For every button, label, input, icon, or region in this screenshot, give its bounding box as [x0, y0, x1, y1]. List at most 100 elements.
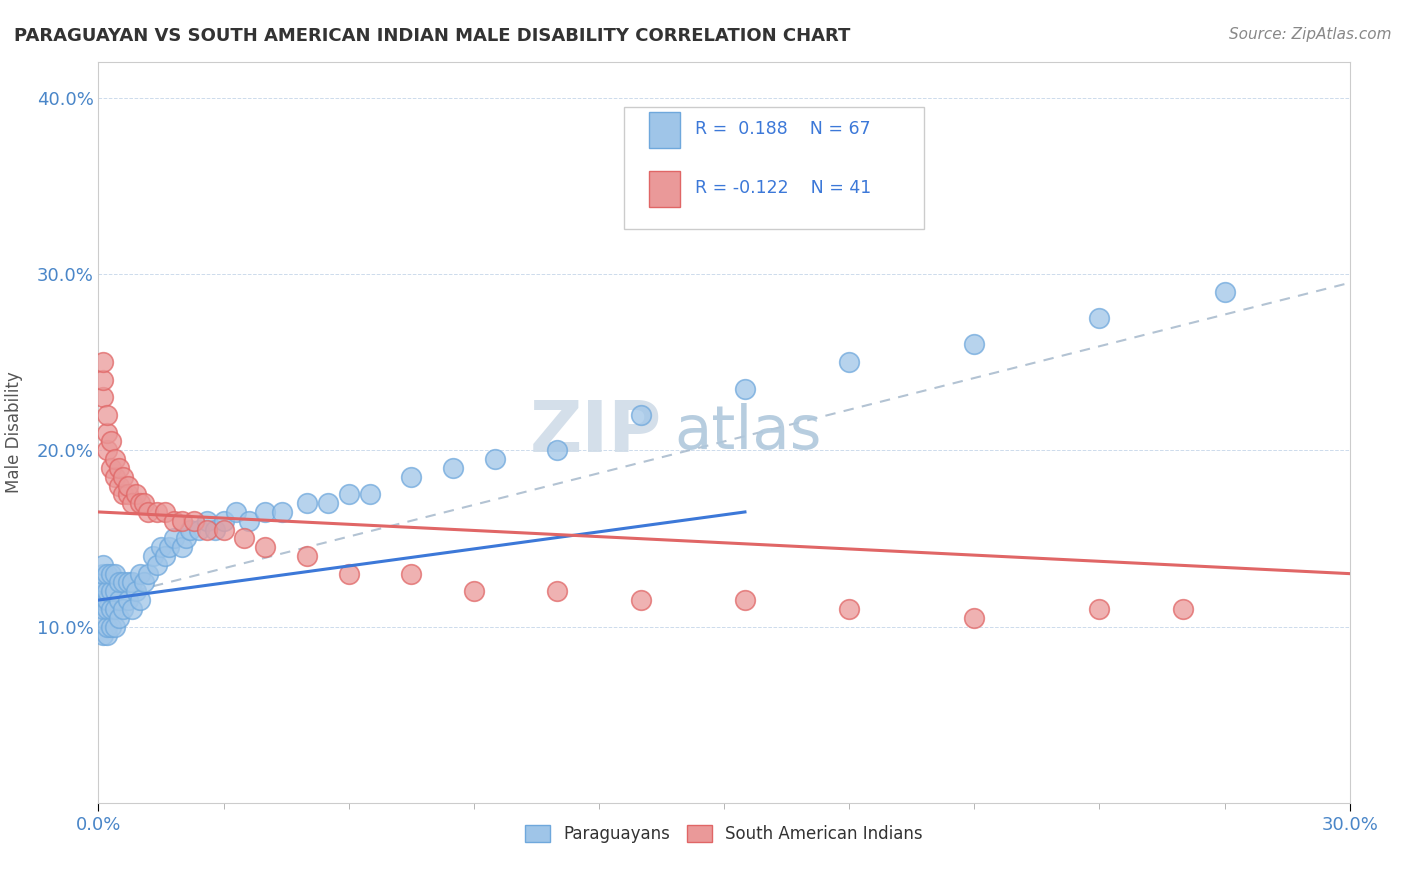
Point	[121, 602, 143, 616]
Point	[100, 619, 122, 633]
Point	[129, 566, 152, 581]
Point	[100, 434, 122, 449]
Point	[401, 566, 423, 581]
Point	[121, 496, 143, 510]
Point	[91, 390, 114, 404]
Point	[359, 487, 381, 501]
Point	[125, 584, 148, 599]
Point	[963, 337, 986, 351]
Point	[337, 566, 360, 581]
Point	[233, 532, 256, 546]
Point	[734, 382, 756, 396]
Point	[157, 540, 180, 554]
Point	[170, 514, 193, 528]
Point	[195, 523, 218, 537]
Point	[96, 425, 118, 440]
Text: Source: ZipAtlas.com: Source: ZipAtlas.com	[1229, 27, 1392, 42]
Point	[112, 575, 135, 590]
Point	[838, 602, 860, 616]
Point	[134, 575, 156, 590]
Legend: Paraguayans, South American Indians: Paraguayans, South American Indians	[519, 819, 929, 850]
Point	[96, 602, 118, 616]
Point	[112, 469, 135, 483]
Point	[187, 523, 209, 537]
Text: PARAGUAYAN VS SOUTH AMERICAN INDIAN MALE DISABILITY CORRELATION CHART: PARAGUAYAN VS SOUTH AMERICAN INDIAN MALE…	[14, 27, 851, 45]
Point	[108, 478, 131, 492]
Point	[963, 610, 986, 624]
Point	[441, 461, 464, 475]
Point	[100, 461, 122, 475]
Point	[108, 593, 131, 607]
Point	[117, 575, 139, 590]
Point	[96, 566, 118, 581]
Point	[91, 373, 114, 387]
Point	[546, 584, 568, 599]
Point	[254, 505, 277, 519]
Point	[108, 610, 131, 624]
Point	[1171, 602, 1194, 616]
Point	[546, 443, 568, 458]
Point	[112, 487, 135, 501]
Point	[100, 584, 122, 599]
Point	[254, 540, 277, 554]
Point	[96, 443, 118, 458]
Text: ZIP: ZIP	[529, 398, 661, 467]
Point	[484, 452, 506, 467]
Point	[401, 469, 423, 483]
Point	[91, 584, 114, 599]
Point	[104, 619, 127, 633]
Text: atlas: atlas	[673, 403, 821, 462]
Point	[212, 514, 235, 528]
FancyBboxPatch shape	[650, 112, 681, 147]
Point	[129, 496, 152, 510]
Point	[104, 584, 127, 599]
Point	[204, 523, 226, 537]
Point	[138, 505, 160, 519]
Point	[117, 487, 139, 501]
Point	[225, 505, 247, 519]
Point	[1088, 602, 1111, 616]
Point	[121, 575, 143, 590]
Point	[129, 593, 152, 607]
Point	[170, 540, 193, 554]
Point	[117, 478, 139, 492]
Point	[91, 575, 114, 590]
Point	[104, 566, 127, 581]
Point	[1213, 285, 1236, 299]
Point	[630, 593, 652, 607]
Point	[337, 487, 360, 501]
Point	[179, 523, 201, 537]
Point	[96, 408, 118, 422]
Point	[100, 602, 122, 616]
Point	[108, 461, 131, 475]
Point	[316, 496, 339, 510]
Point	[91, 628, 114, 642]
Point	[96, 584, 118, 599]
Point	[117, 593, 139, 607]
Point	[271, 505, 294, 519]
Point	[734, 593, 756, 607]
Point	[96, 619, 118, 633]
Point	[134, 496, 156, 510]
Point	[96, 628, 118, 642]
Point	[100, 566, 122, 581]
Point	[150, 540, 173, 554]
Text: R =  0.188    N = 67: R = 0.188 N = 67	[696, 120, 870, 138]
Point	[295, 496, 318, 510]
Point	[183, 514, 205, 528]
Point	[295, 549, 318, 563]
Point	[104, 602, 127, 616]
Point	[108, 575, 131, 590]
Point	[630, 408, 652, 422]
Point	[146, 558, 169, 572]
Point	[195, 514, 218, 528]
Point	[153, 549, 176, 563]
Point	[91, 602, 114, 616]
Point	[96, 593, 118, 607]
Point	[463, 584, 485, 599]
Point	[125, 487, 148, 501]
Point	[174, 532, 197, 546]
Point	[838, 355, 860, 369]
Y-axis label: Male Disability: Male Disability	[4, 372, 22, 493]
Point	[91, 558, 114, 572]
